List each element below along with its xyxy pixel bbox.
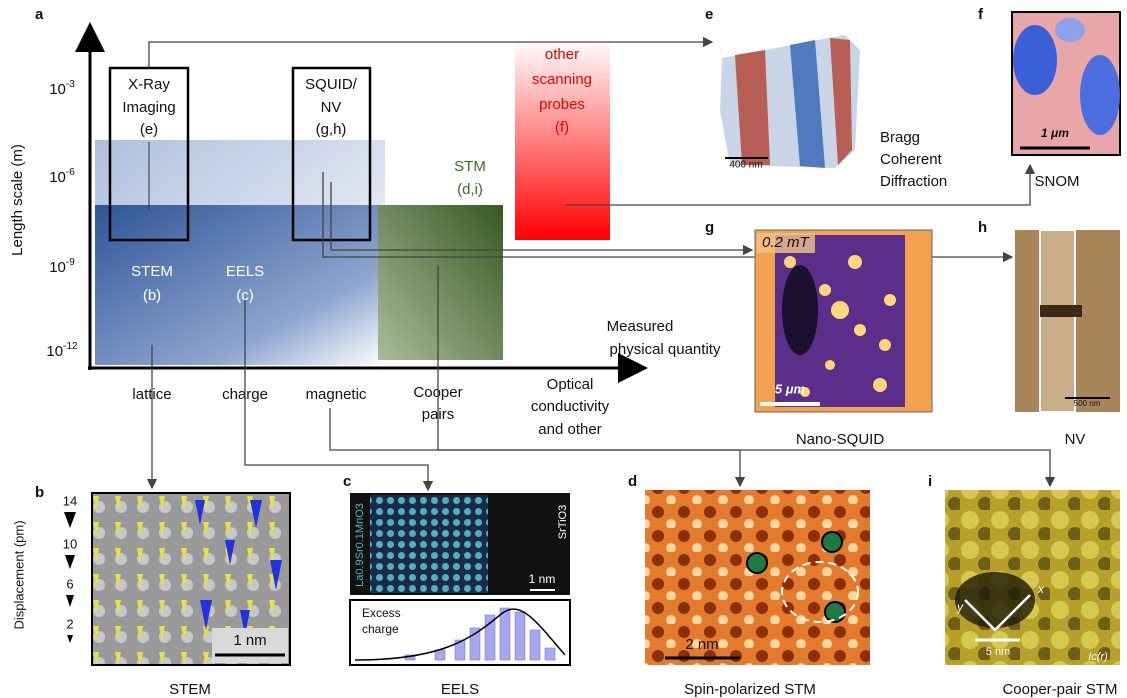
stem-eels-region bbox=[95, 205, 385, 365]
scale-label: 5 nm bbox=[986, 646, 1010, 658]
panel-letter: i bbox=[928, 473, 932, 490]
panel-letter: b bbox=[35, 484, 44, 501]
scale-label: 5 μm bbox=[775, 381, 806, 396]
eels-image bbox=[370, 495, 488, 593]
technique: scanning bbox=[532, 71, 592, 88]
panel-letter: c bbox=[343, 473, 351, 490]
technique: X-Ray bbox=[128, 76, 170, 93]
squid-image bbox=[782, 265, 818, 355]
connector bbox=[437, 265, 1056, 488]
y-axis-label: Length scale (m) bbox=[9, 144, 26, 256]
y-tick: 10-3 bbox=[49, 79, 75, 98]
tick: 10 bbox=[63, 536, 77, 551]
snom-image bbox=[1055, 18, 1085, 42]
caption: Spin-polarized STM bbox=[684, 681, 816, 698]
panel-letter: e bbox=[705, 6, 713, 23]
scale-label: 2 nm bbox=[685, 636, 718, 653]
stm-image bbox=[645, 490, 870, 665]
tick: 2 bbox=[66, 616, 73, 631]
y-tick: 10-6 bbox=[49, 167, 75, 186]
technique: STM bbox=[454, 158, 486, 175]
vortices bbox=[784, 255, 896, 397]
caption: SNOM bbox=[1035, 173, 1080, 190]
technique: EELS bbox=[226, 263, 264, 280]
film-label: La0.9Sr0.1MnO3 bbox=[354, 503, 366, 587]
connector bbox=[565, 163, 1036, 206]
nv-image bbox=[1039, 229, 1076, 413]
technique: (d,i) bbox=[457, 181, 483, 198]
y-tick: 10-12 bbox=[46, 341, 78, 360]
plot-label: Excess bbox=[362, 606, 401, 620]
nv-image bbox=[1040, 305, 1082, 317]
scale-label: 500 nm bbox=[1074, 399, 1101, 408]
caption: Bragg bbox=[880, 129, 920, 146]
substrate-label: SrTiO3 bbox=[557, 505, 569, 539]
plot-label: charge bbox=[362, 622, 399, 636]
technique: other bbox=[545, 46, 579, 63]
cp-stm-image bbox=[955, 572, 1035, 628]
panel-letter: d bbox=[628, 473, 637, 490]
caption: Cooper-pair STM bbox=[1002, 681, 1117, 698]
panel-letter: h bbox=[978, 219, 987, 236]
tick-arrows bbox=[64, 512, 76, 643]
axes-arrows bbox=[964, 594, 1031, 632]
panel-letter: a bbox=[35, 6, 44, 23]
technique: (g,h) bbox=[316, 121, 347, 138]
x-axis-label: physical quantity bbox=[610, 341, 721, 358]
scale-label: 1 nm bbox=[233, 632, 266, 649]
axis-label: x bbox=[1037, 582, 1045, 596]
marker-ring bbox=[781, 561, 859, 623]
axis-label: Displacement (pm) bbox=[11, 520, 26, 629]
connector bbox=[244, 300, 434, 492]
blue-arrows bbox=[195, 500, 282, 635]
technique: Imaging bbox=[122, 99, 175, 116]
technique: (e) bbox=[140, 121, 158, 138]
bcd-image bbox=[735, 50, 770, 165]
bcd-image bbox=[830, 38, 852, 165]
technique: (b) bbox=[143, 287, 161, 304]
technique: (c) bbox=[236, 287, 254, 304]
panel-letter: f bbox=[978, 6, 984, 23]
charge-bars bbox=[404, 607, 556, 661]
technique: (f) bbox=[555, 119, 569, 136]
field-label: 0.2 mT bbox=[762, 234, 811, 251]
bcd-image bbox=[790, 40, 825, 168]
probes-region bbox=[515, 40, 610, 240]
scale-label: 400 nm bbox=[729, 160, 762, 171]
connector bbox=[329, 408, 746, 488]
technique: probes bbox=[539, 96, 585, 113]
tick: 14 bbox=[63, 493, 77, 508]
technique: SQUID/ bbox=[305, 76, 358, 93]
technique: STEM bbox=[131, 263, 173, 280]
panel-letter: g bbox=[705, 219, 714, 236]
category: and other bbox=[538, 421, 601, 438]
caption: Diffraction bbox=[880, 173, 947, 190]
map-label: Ic(r) bbox=[1088, 651, 1108, 663]
stm-region bbox=[378, 205, 503, 360]
y-tick: 10-9 bbox=[49, 257, 75, 276]
category: conductivity bbox=[531, 398, 610, 415]
caption: NV bbox=[1065, 431, 1086, 448]
technique: NV bbox=[321, 99, 342, 116]
caption: Nano-SQUID bbox=[796, 431, 885, 448]
caption: Coherent bbox=[880, 151, 943, 168]
connector bbox=[330, 182, 754, 256]
scale-box bbox=[212, 628, 288, 663]
fit-curve bbox=[354, 608, 566, 661]
scale-label: 1 nm bbox=[529, 572, 556, 586]
caption: EELS bbox=[441, 681, 479, 698]
field-box bbox=[757, 233, 815, 253]
scale-label: 1 μm bbox=[1041, 126, 1069, 140]
snom-image bbox=[1080, 55, 1120, 135]
category: Optical bbox=[547, 376, 594, 393]
axis-label: y bbox=[956, 600, 964, 614]
category: magnetic bbox=[306, 386, 367, 403]
caption: STEM bbox=[169, 681, 211, 698]
connector bbox=[148, 36, 714, 68]
x-axis-label: Measured bbox=[607, 318, 674, 335]
snom-image bbox=[1013, 25, 1057, 95]
tick: 6 bbox=[66, 576, 73, 591]
